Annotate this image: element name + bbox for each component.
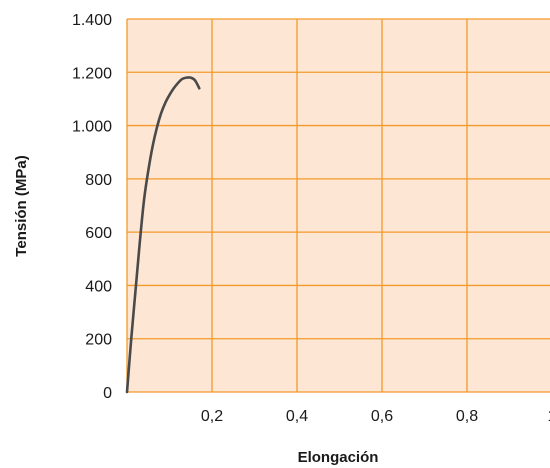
x-tick-label: 0,8	[456, 408, 478, 425]
x-tick-labels: 0,2 0,4 0,6 0,8 1	[201, 408, 550, 425]
y-tick-label: 0	[103, 385, 112, 402]
y-tick-label: 400	[85, 278, 112, 295]
x-axis-title: Elongación	[298, 449, 379, 466]
x-tick-label: 0,6	[371, 408, 393, 425]
y-tick-label: 600	[85, 225, 112, 242]
y-tick-label: 800	[85, 172, 112, 189]
series-group	[125, 76, 201, 394]
y-tick-label: 1.000	[72, 119, 112, 136]
grid-lines	[126, 18, 550, 393]
x-tick-label: 0,4	[286, 408, 308, 425]
y-tick-labels: 0 200 400 600 800 1.000 1.200 1.400	[72, 12, 112, 402]
plot-area	[127, 19, 550, 392]
y-axis-title: Tensión (MPa)	[13, 155, 30, 256]
x-tick-label: 0,2	[201, 408, 223, 425]
y-tick-label: 1.200	[72, 65, 112, 82]
y-tick-label: 200	[85, 332, 112, 349]
y-tick-label: 1.400	[72, 12, 112, 29]
stress-strain-curve	[125, 76, 201, 394]
x-tick-label: 1	[548, 408, 550, 425]
